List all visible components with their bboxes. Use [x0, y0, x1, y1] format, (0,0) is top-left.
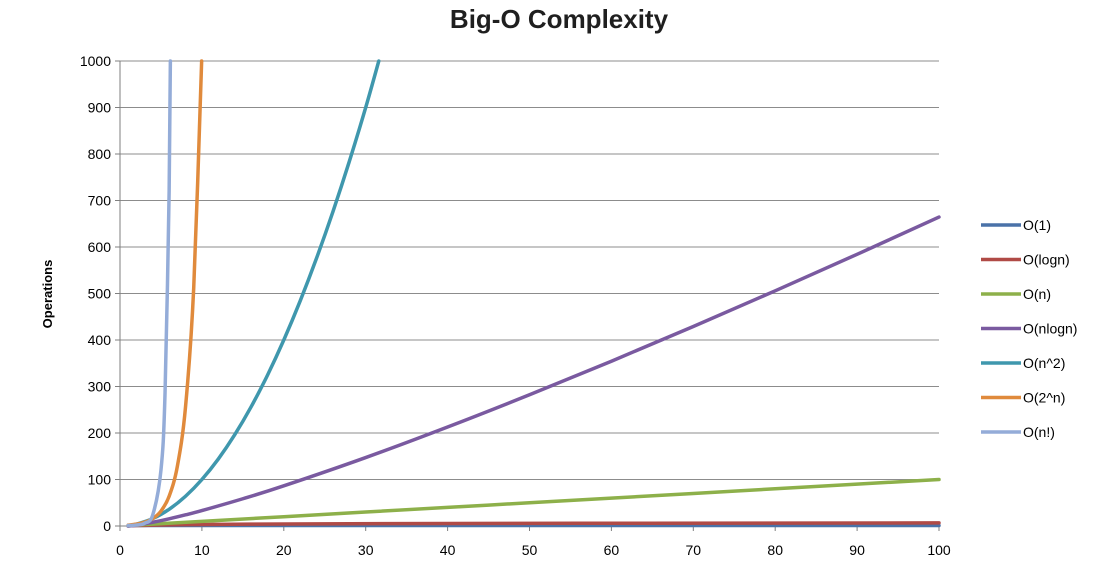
y-tick-label: 1000: [80, 53, 111, 69]
y-tick-label: 300: [88, 379, 112, 395]
series-line-o-n-2: [126, 59, 381, 528]
y-tick-label: 800: [88, 146, 112, 162]
y-tick-label: 900: [88, 100, 112, 116]
y-tick-label: 500: [88, 286, 112, 302]
x-tick-label: 0: [116, 542, 124, 558]
grid-lines: [120, 60, 939, 480]
y-tick-label: 400: [88, 332, 112, 348]
x-tick-labels: 0 10 20 30 40 50 60 70 80 90 100: [116, 542, 951, 558]
axes: [115, 60, 940, 531]
x-tick-label: 50: [522, 542, 538, 558]
y-tick-label: 100: [88, 472, 112, 488]
legend-label-o-1: O(1): [1023, 217, 1051, 233]
x-tick-label: 10: [194, 542, 210, 558]
y-tick-labels: 0 100 200 300 400 500 600 700 800 900 1000: [80, 53, 111, 534]
legend: O(1) O(logn) O(n) O(nlogn) O(n^2) O(2^n) O(n!): [981, 217, 1077, 440]
x-tick-label: 70: [686, 542, 702, 558]
series-lines: [126, 59, 941, 528]
legend-label-o-n: O(n!): [1023, 424, 1055, 440]
x-tick-label: 60: [604, 542, 620, 558]
y-tick-label: 600: [88, 239, 112, 255]
x-tick-label: 30: [358, 542, 374, 558]
x-tick-label: 80: [767, 542, 783, 558]
x-tick-label: 90: [849, 542, 865, 558]
y-tick-label: 200: [88, 425, 112, 441]
legend-label-o-n: O(n): [1023, 286, 1051, 302]
y-axis-label: Operations: [40, 260, 55, 329]
series-line-o-n: [126, 477, 941, 528]
x-tick-label: 40: [440, 542, 456, 558]
x-tick-label: 20: [276, 542, 292, 558]
y-tick-label: 700: [88, 193, 112, 209]
series-line-o-n: [126, 59, 173, 528]
chart-title: Big-O Complexity: [450, 4, 669, 34]
legend-label-o-logn: O(logn): [1023, 252, 1070, 268]
y-tick-label: 0: [103, 518, 111, 534]
legend-label-o-n-2: O(n^2): [1023, 355, 1065, 371]
legend-label-o-nlogn: O(nlogn): [1023, 321, 1077, 337]
legend-label-o-2-n: O(2^n): [1023, 390, 1065, 406]
series-line-o-nlogn: [126, 215, 941, 528]
x-tick-label: 100: [927, 542, 951, 558]
